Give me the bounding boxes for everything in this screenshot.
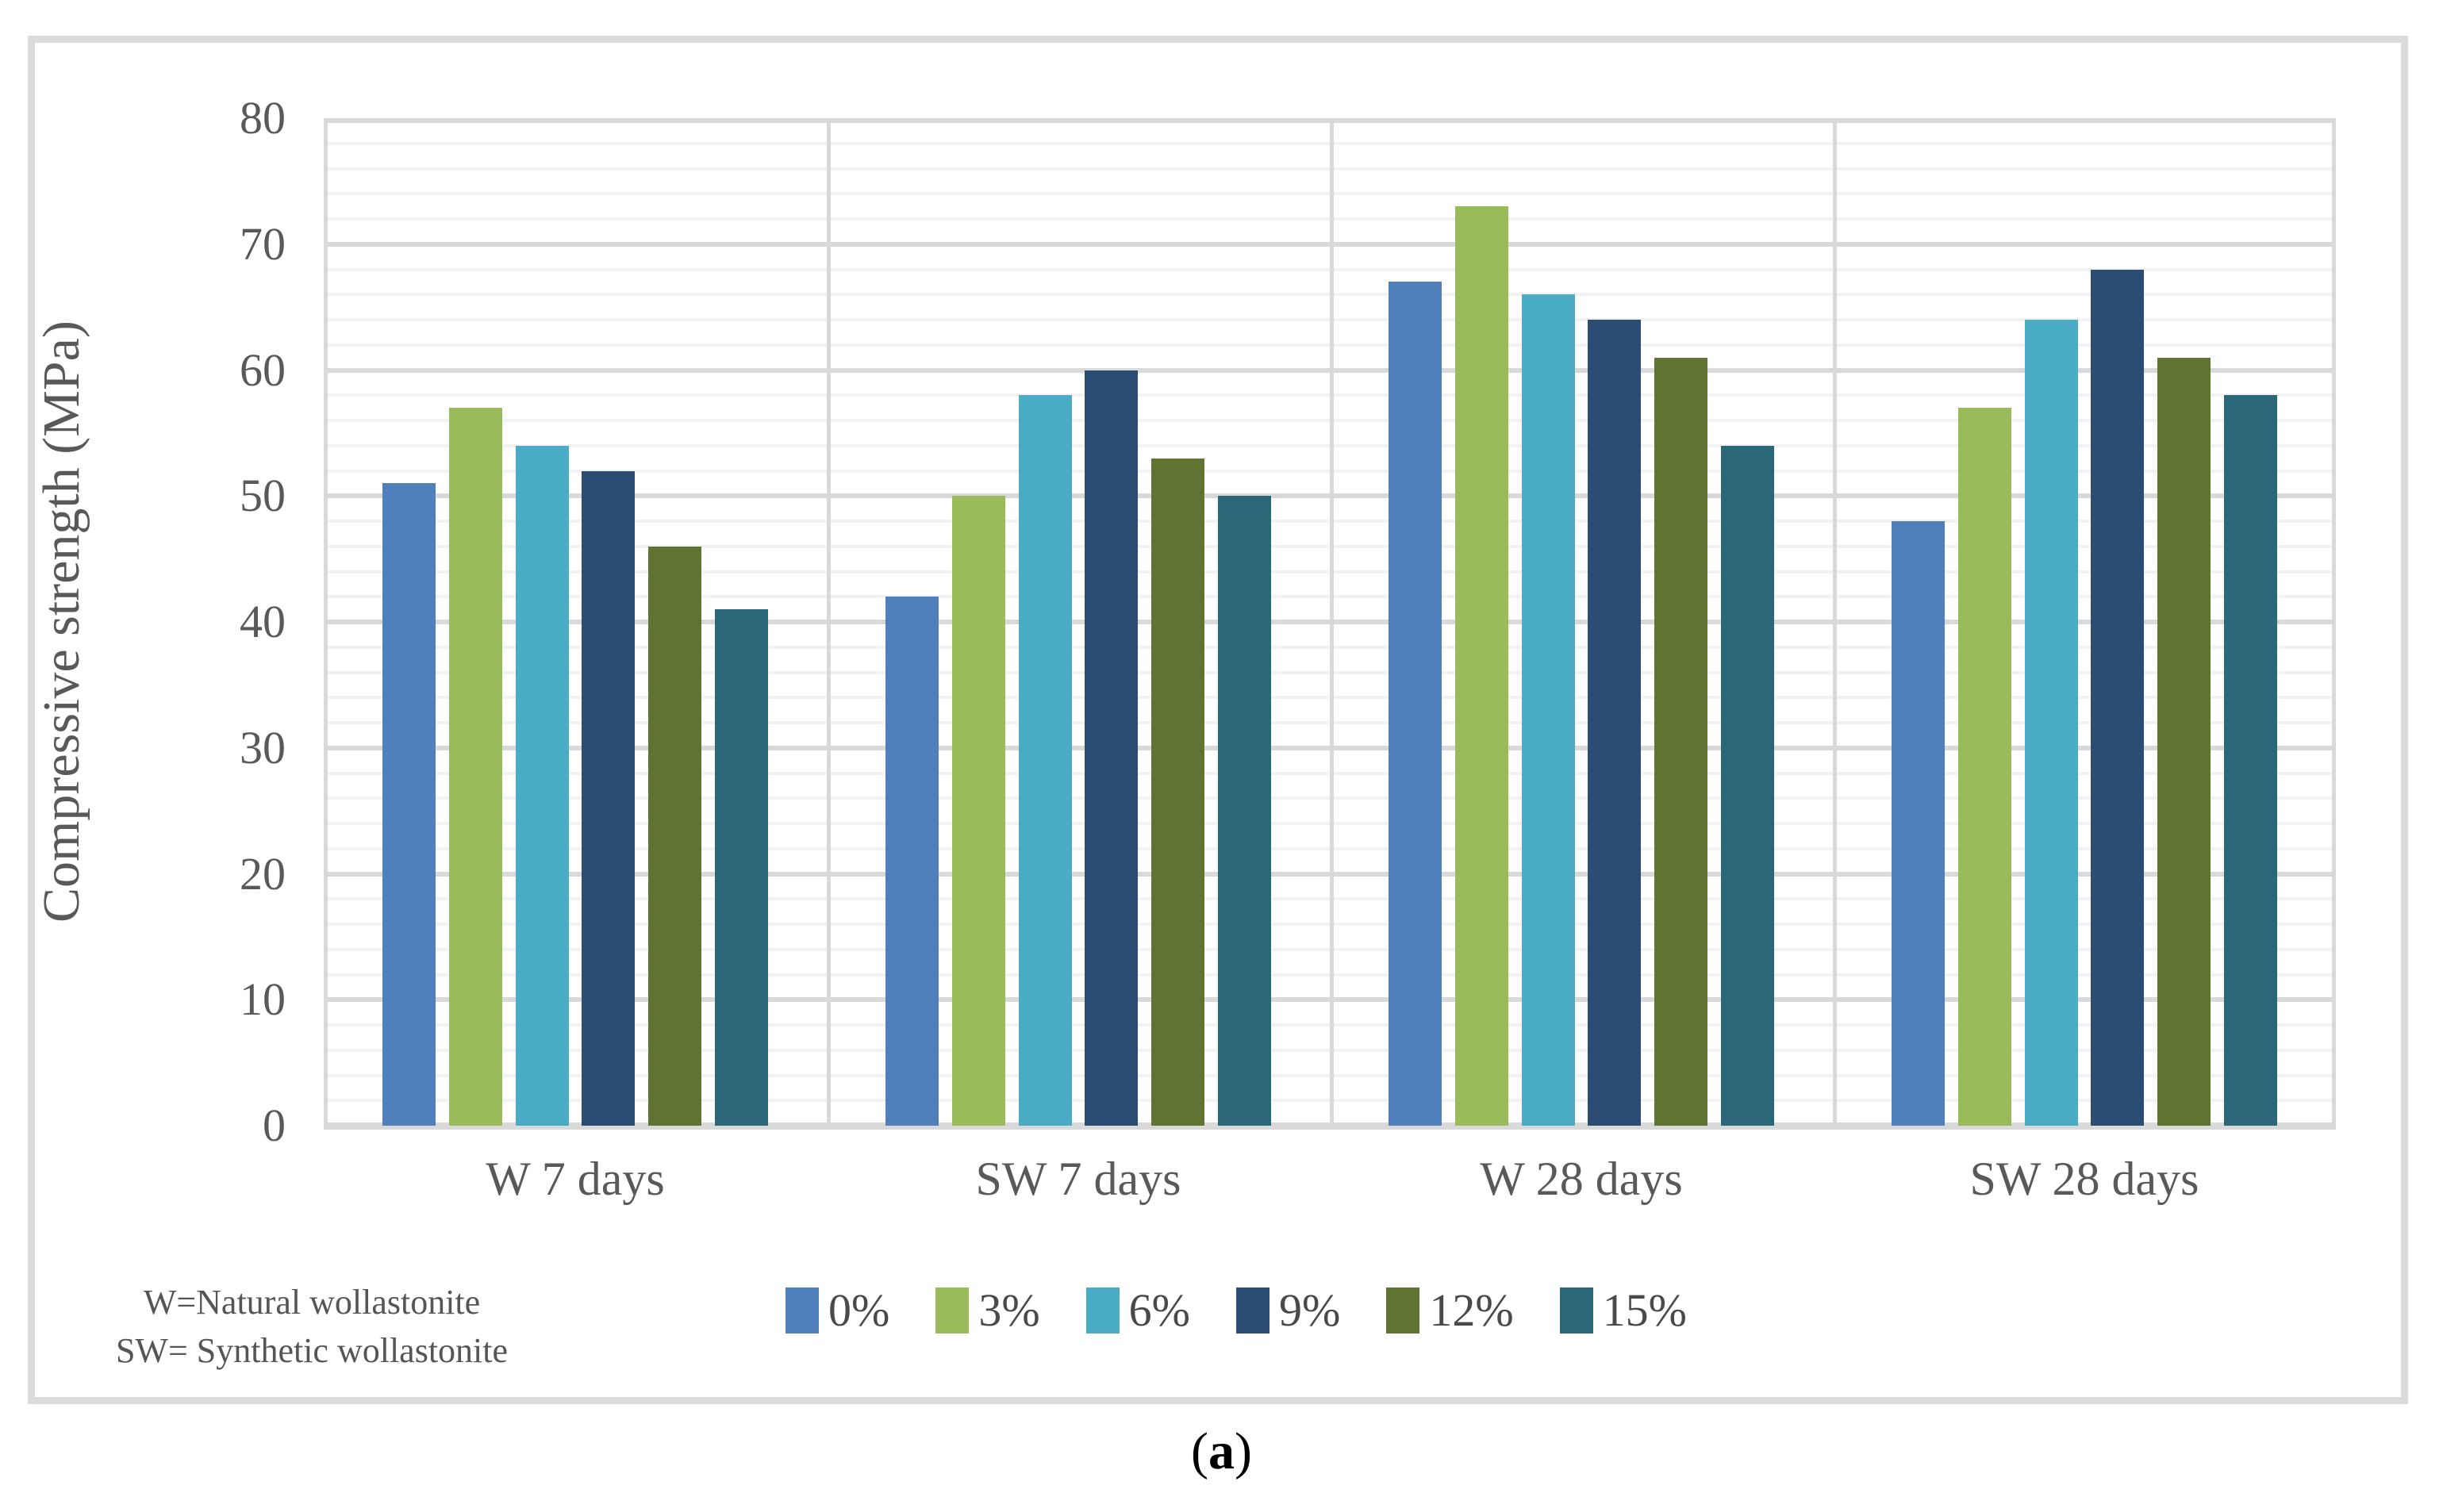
y-tick-label: 70 bbox=[240, 217, 286, 270]
legend: 0% 3% 6% 9% 12% 15% bbox=[786, 1284, 1687, 1337]
bar-6%-SW-7-days bbox=[1018, 395, 1072, 1126]
bar-0%-SW-7-days bbox=[885, 597, 939, 1126]
x-category-label: W 28 days bbox=[1480, 1153, 1683, 1205]
y-tick-label: 50 bbox=[240, 470, 286, 522]
legend-swatch-icon bbox=[1085, 1287, 1120, 1334]
bar-12%-SW-28-days bbox=[2157, 357, 2211, 1126]
legend-item: 3% bbox=[935, 1284, 1040, 1337]
legend-swatch-icon bbox=[1559, 1287, 1593, 1334]
footnote-line: W=Natural wollastonite bbox=[143, 1283, 481, 1322]
footnote-line: SW= Synthetic wollastonite bbox=[115, 1330, 509, 1370]
caption-open: ( bbox=[1191, 1422, 1208, 1480]
y-tick-label: 0 bbox=[263, 1099, 286, 1151]
caption-close: ) bbox=[1235, 1422, 1252, 1480]
legend-swatch-icon bbox=[1235, 1287, 1270, 1334]
legend-label: 12% bbox=[1429, 1284, 1514, 1336]
x-category-label: SW 28 days bbox=[1969, 1153, 2199, 1205]
bar-15%-SW-28-days bbox=[2224, 395, 2277, 1126]
legend-item: 9% bbox=[1235, 1284, 1341, 1337]
legend-label: 15% bbox=[1602, 1284, 1687, 1336]
plot-border bbox=[2332, 118, 2336, 1126]
legend-item: 15% bbox=[1559, 1284, 1687, 1337]
legend-label: 0% bbox=[828, 1284, 890, 1336]
y-tick-label: 40 bbox=[240, 596, 286, 647]
bar-15%-W-28-days bbox=[1721, 445, 1774, 1126]
category-divider bbox=[1833, 118, 1837, 1126]
bar-12%-W-28-days bbox=[1654, 357, 1708, 1126]
bar-3%-W-7-days bbox=[448, 408, 502, 1126]
figure-caption: (a) bbox=[0, 1422, 2443, 1482]
y-tick-label: 20 bbox=[240, 847, 286, 900]
y-tick-label: 30 bbox=[240, 721, 286, 773]
x-category-label: W 7 days bbox=[486, 1153, 665, 1205]
legend-item: 0% bbox=[786, 1284, 889, 1337]
legend-label: 9% bbox=[1278, 1284, 1341, 1336]
legend-label: 3% bbox=[978, 1284, 1040, 1336]
bar-3%-W-28-days bbox=[1454, 206, 1508, 1126]
category-divider bbox=[1330, 118, 1334, 1126]
y-tick-label: 10 bbox=[240, 973, 286, 1026]
bar-15%-W-7-days bbox=[715, 609, 768, 1126]
bar-9%-SW-28-days bbox=[2091, 269, 2145, 1126]
plot-border bbox=[324, 118, 328, 1126]
x-axis-line bbox=[324, 1122, 2336, 1130]
category-divider bbox=[827, 118, 831, 1126]
bar-6%-W-7-days bbox=[515, 445, 569, 1126]
bar-12%-W-7-days bbox=[648, 546, 702, 1126]
plot-area bbox=[324, 118, 2336, 1130]
bar-9%-W-28-days bbox=[1588, 320, 1642, 1126]
legend-swatch-icon bbox=[935, 1287, 970, 1334]
bar-3%-SW-28-days bbox=[1957, 408, 2011, 1126]
bar-0%-W-28-days bbox=[1389, 282, 1442, 1126]
legend-swatch-icon bbox=[1386, 1287, 1420, 1334]
bar-6%-W-28-days bbox=[1521, 294, 1575, 1126]
legend-item: 6% bbox=[1085, 1284, 1190, 1337]
bar-9%-SW-7-days bbox=[1085, 370, 1139, 1126]
legend-swatch-icon bbox=[786, 1287, 819, 1334]
bar-12%-SW-7-days bbox=[1151, 458, 1205, 1126]
caption-letter: a bbox=[1208, 1422, 1235, 1480]
y-tick-label: 60 bbox=[240, 343, 286, 396]
bar-15%-SW-7-days bbox=[1218, 496, 1271, 1126]
footnote: W=Natural wollastonite SW= Synthetic wol… bbox=[54, 1279, 570, 1375]
y-tick-label: 80 bbox=[240, 92, 286, 144]
legend-item: 12% bbox=[1386, 1284, 1514, 1337]
bar-6%-SW-28-days bbox=[2024, 320, 2078, 1126]
x-category-label: SW 7 days bbox=[975, 1153, 1181, 1205]
bar-3%-SW-7-days bbox=[951, 496, 1005, 1126]
bar-0%-SW-28-days bbox=[1892, 521, 1945, 1126]
bar-9%-W-7-days bbox=[582, 470, 636, 1126]
bar-0%-W-7-days bbox=[382, 483, 436, 1126]
legend-label: 6% bbox=[1128, 1284, 1190, 1336]
